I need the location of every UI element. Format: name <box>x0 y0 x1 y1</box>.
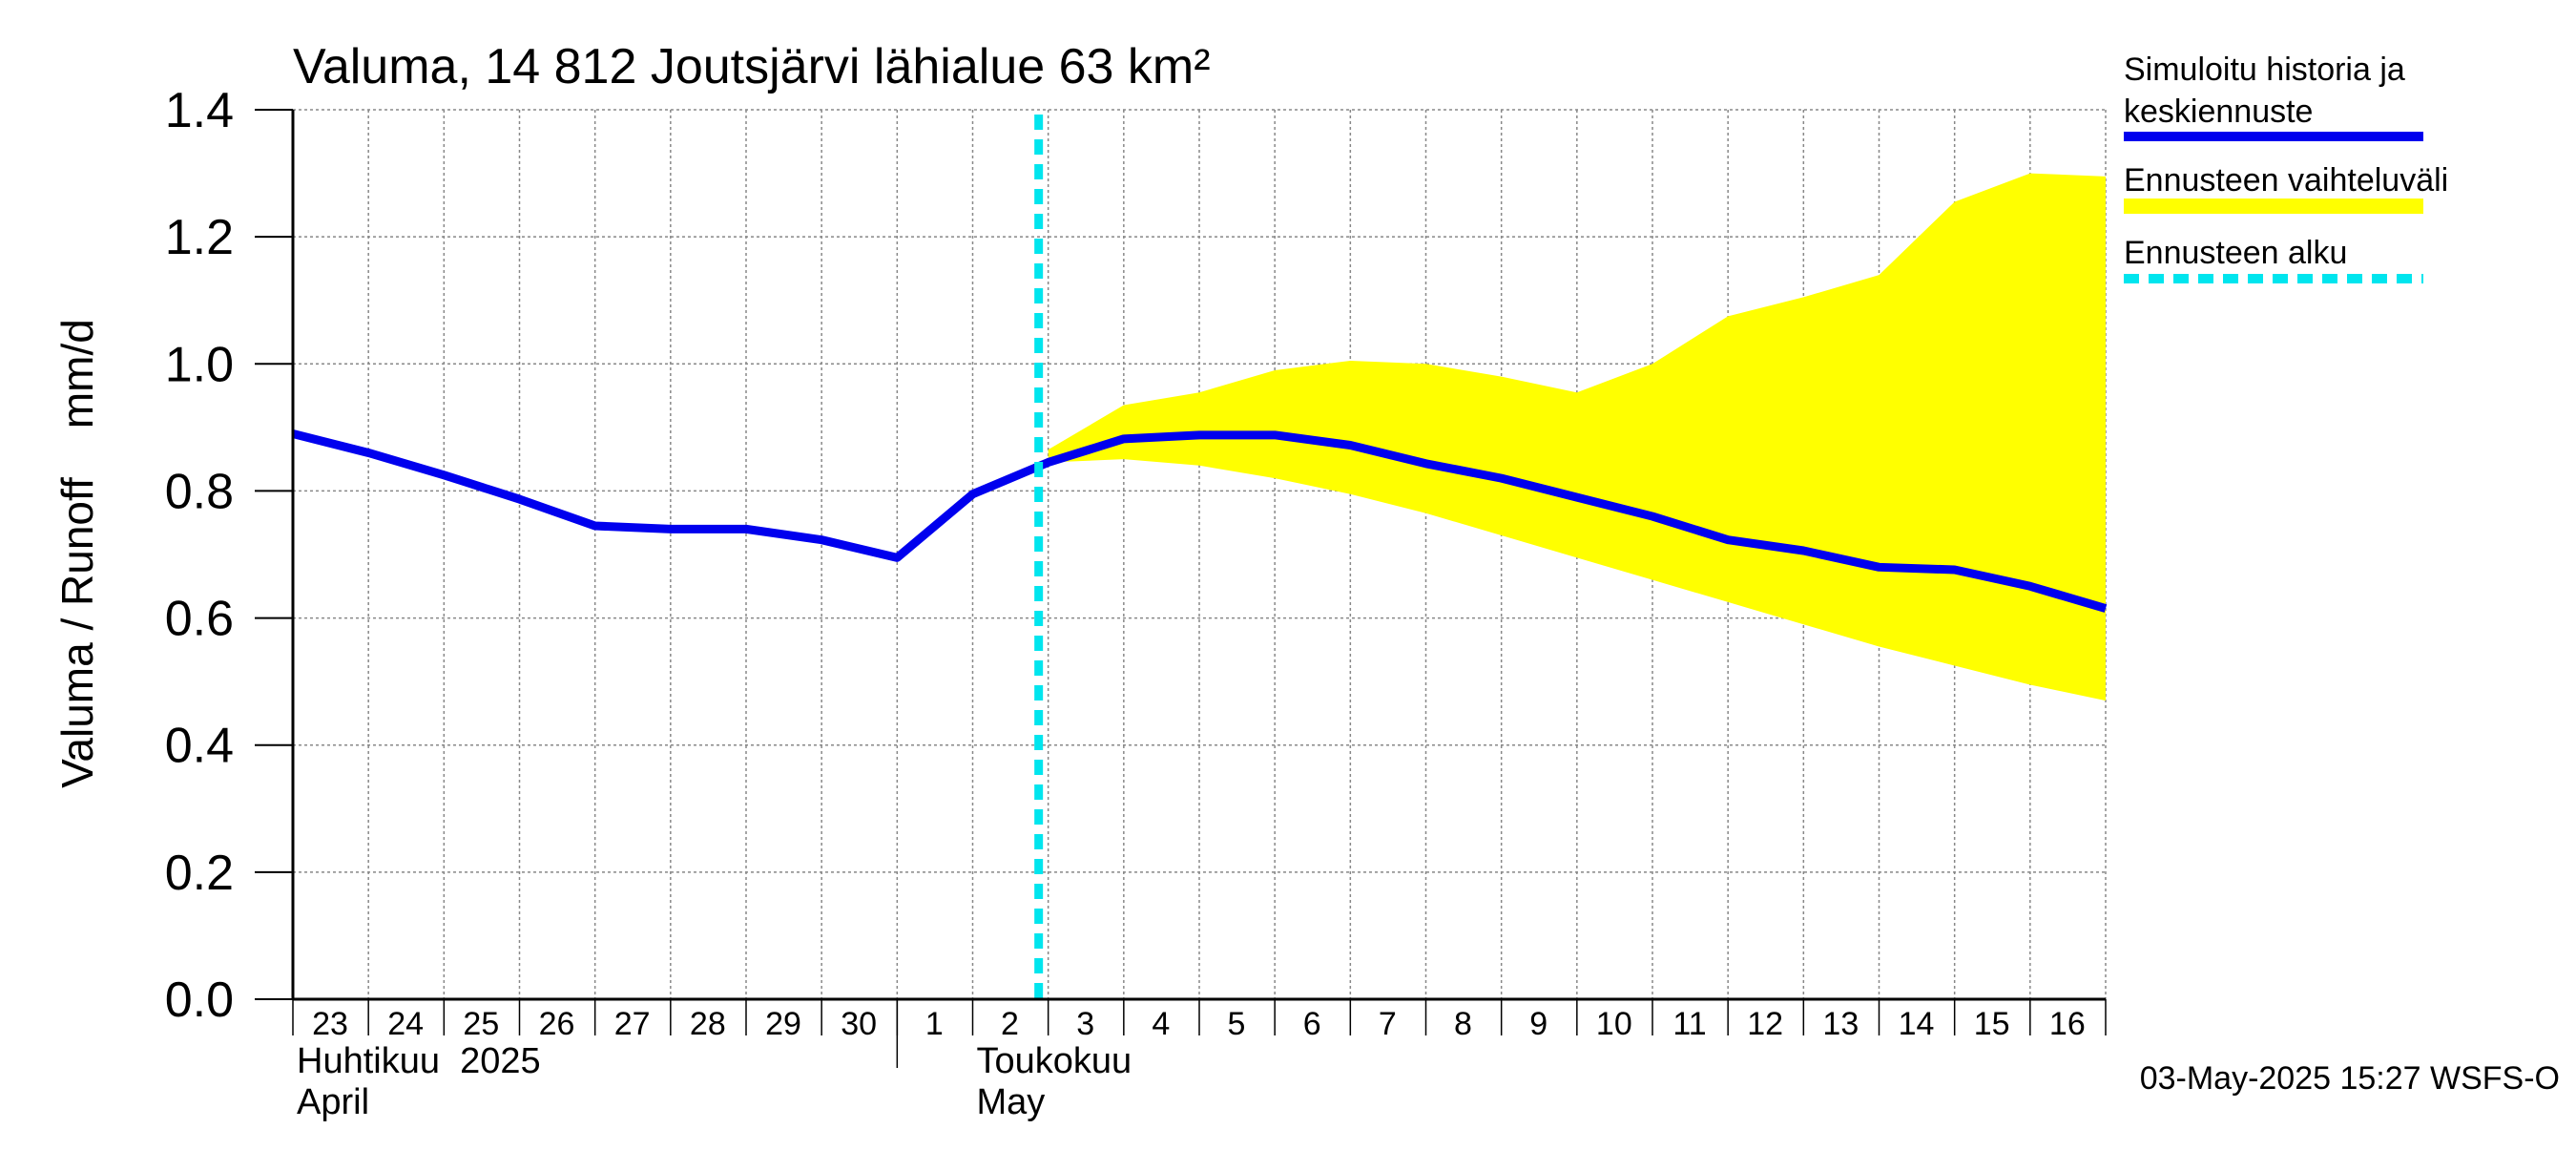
y-tick-label: 0.4 <box>165 719 234 774</box>
x-tick-label: 16 <box>2049 1006 2086 1042</box>
month-label-en: April <box>297 1082 369 1122</box>
y-axis-label: Valuma / Runoff mm/d <box>52 319 102 788</box>
y-tick-label: 0.0 <box>165 972 234 1028</box>
y-tick-label: 0.6 <box>165 592 234 647</box>
x-tick-label: 6 <box>1303 1006 1321 1042</box>
x-tick-label: 25 <box>463 1006 499 1042</box>
x-tick-label: 23 <box>312 1006 348 1042</box>
y-tick-label: 0.2 <box>165 846 234 901</box>
y-tick-label: 1.2 <box>165 210 234 265</box>
month-label-fi: Toukokuu <box>977 1041 1132 1081</box>
x-tick-label: 12 <box>1747 1006 1783 1042</box>
chart-title: Valuma, 14 812 Joutsjärvi lähialue 63 km… <box>293 39 1211 94</box>
x-tick-label: 2 <box>1001 1006 1019 1042</box>
legend-label-band: Ennusteen vaihteluväli <box>2124 162 2448 199</box>
month-label-en: May <box>977 1082 1046 1122</box>
x-tick-label: 14 <box>1899 1006 1935 1042</box>
x-tick-label: 7 <box>1379 1006 1397 1042</box>
footer-timestamp: 03-May-2025 15:27 WSFS-O <box>2140 1060 2560 1097</box>
x-tick-label: 10 <box>1596 1006 1632 1042</box>
month-label-fi: Huhtikuu 2025 <box>297 1041 541 1081</box>
legend-label-forecast-start: Ennusteen alku <box>2124 235 2347 271</box>
x-tick-label: 11 <box>1672 1006 1706 1042</box>
x-tick-label: 30 <box>841 1006 877 1042</box>
x-tick-label: 1 <box>925 1006 944 1042</box>
x-tick-label: 27 <box>614 1006 651 1042</box>
x-tick-label: 13 <box>1822 1006 1859 1042</box>
x-tick-label: 28 <box>690 1006 726 1042</box>
x-tick-label: 9 <box>1529 1006 1548 1042</box>
legend-label-series-2: keskiennuste <box>2124 94 2313 130</box>
y-tick-label: 1.4 <box>165 83 234 138</box>
x-tick-label: 26 <box>539 1006 575 1042</box>
legend-label-series-1: Simuloitu historia ja <box>2124 52 2405 88</box>
x-tick-label: 4 <box>1152 1006 1170 1042</box>
x-tick-label: 3 <box>1076 1006 1094 1042</box>
x-tick-label: 15 <box>1974 1006 2010 1042</box>
x-tick-label: 24 <box>387 1006 424 1042</box>
x-tick-label: 8 <box>1454 1006 1472 1042</box>
x-tick-label: 5 <box>1228 1006 1246 1042</box>
y-tick-label: 0.8 <box>165 464 234 519</box>
x-tick-label: 29 <box>765 1006 801 1042</box>
y-tick-label: 1.0 <box>165 337 234 392</box>
